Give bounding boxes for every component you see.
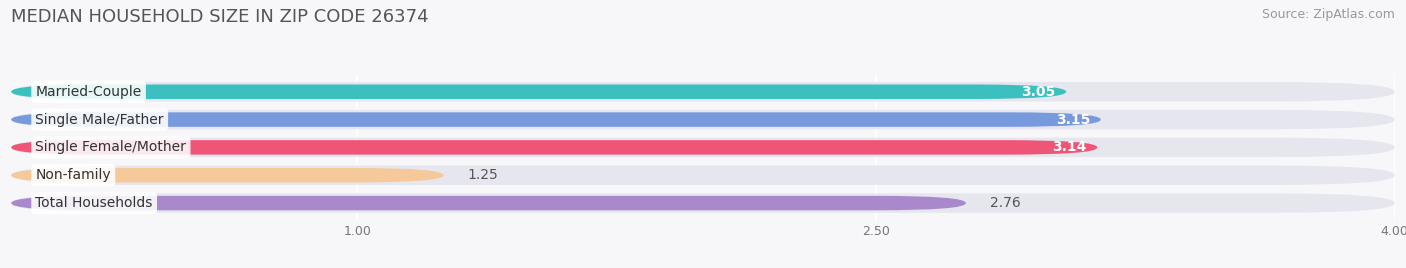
Text: Source: ZipAtlas.com: Source: ZipAtlas.com	[1261, 8, 1395, 21]
Text: 1.25: 1.25	[468, 168, 499, 182]
Text: 3.05: 3.05	[1022, 85, 1056, 99]
FancyBboxPatch shape	[11, 166, 1395, 185]
Text: 3.15: 3.15	[1056, 113, 1091, 126]
Text: 3.14: 3.14	[1053, 140, 1087, 154]
Text: Single Male/Father: Single Male/Father	[35, 113, 165, 126]
FancyBboxPatch shape	[11, 112, 1101, 127]
Text: MEDIAN HOUSEHOLD SIZE IN ZIP CODE 26374: MEDIAN HOUSEHOLD SIZE IN ZIP CODE 26374	[11, 8, 429, 26]
FancyBboxPatch shape	[11, 140, 1097, 155]
FancyBboxPatch shape	[11, 138, 1395, 157]
FancyBboxPatch shape	[11, 193, 1395, 213]
FancyBboxPatch shape	[11, 84, 1066, 99]
FancyBboxPatch shape	[11, 168, 444, 183]
Text: Married-Couple: Married-Couple	[35, 85, 142, 99]
Text: Total Households: Total Households	[35, 196, 153, 210]
FancyBboxPatch shape	[11, 82, 1395, 102]
FancyBboxPatch shape	[11, 110, 1395, 129]
Text: 2.76: 2.76	[990, 196, 1021, 210]
Text: Non-family: Non-family	[35, 168, 111, 182]
Text: Single Female/Mother: Single Female/Mother	[35, 140, 187, 154]
FancyBboxPatch shape	[11, 196, 966, 210]
